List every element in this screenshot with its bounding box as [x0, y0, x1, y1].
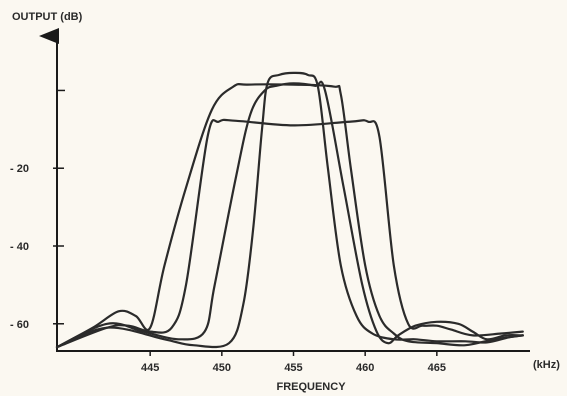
y-tick-label--40: - 40 — [10, 241, 29, 253]
x-tick-label-465: 465 — [428, 362, 446, 374]
ticks: 445 450 455 460 465 - 20 - 40 - 60 — [10, 89, 446, 374]
x-tick-label-445: 445 — [141, 362, 159, 374]
x-axis-title: FREQUENCY — [276, 381, 346, 393]
x-tick-label-450: 450 — [213, 362, 231, 374]
x-tick-label-460: 460 — [356, 362, 374, 374]
labels: OUTPUT (dB) FREQUENCY (kHz) — [12, 11, 560, 393]
response-curve-3 — [55, 80, 524, 349]
x-axis-unit: (kHz) — [533, 359, 560, 371]
x-tick-label-455: 455 — [284, 362, 302, 374]
y-axis-title: OUTPUT (dB) — [12, 11, 83, 23]
response-curve-1 — [55, 118, 524, 349]
response-curves — [55, 71, 524, 349]
y-tick-label--20: - 20 — [10, 163, 29, 175]
y-tick-label--60: - 60 — [10, 319, 29, 331]
response-curve-4 — [55, 71, 524, 349]
response-curve-2 — [55, 83, 524, 349]
